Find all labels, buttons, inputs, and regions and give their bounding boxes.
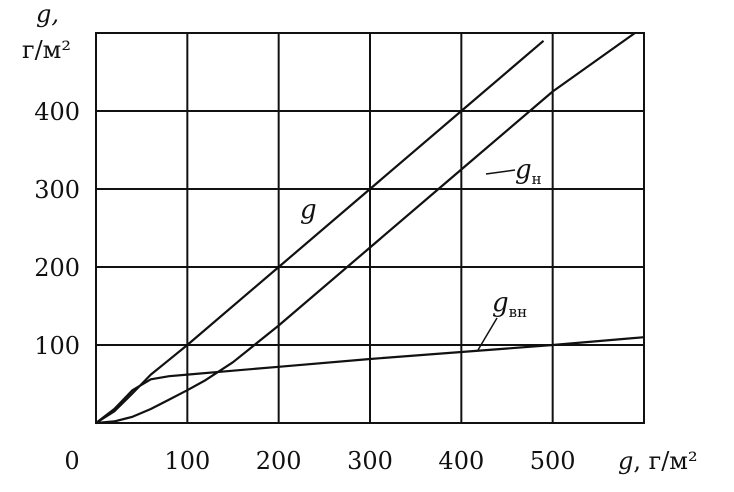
x-axis-label: g, г/м² (618, 447, 698, 475)
series-line-2 (95, 32, 636, 425)
series-lines (95, 32, 645, 425)
series-line-3 (95, 336, 645, 424)
x-axis-label-symbol: g (618, 447, 633, 475)
series-label-1: g (300, 195, 317, 225)
x-tick-label-100: 100 (164, 447, 210, 475)
series-labels: g gн gвн (300, 155, 542, 351)
y-axis-label-symbol: g, (36, 0, 59, 28)
series-line-1 (95, 39, 545, 424)
x-tick-label-500: 500 (530, 447, 576, 475)
y-tick-label-400: 400 (34, 98, 80, 126)
x-tick-label-300: 300 (347, 447, 393, 475)
grid (96, 33, 644, 423)
y-tick-label-200: 200 (34, 254, 80, 282)
x-axis-label-unit: , г/м² (633, 447, 697, 475)
x-tick-label-200: 200 (256, 447, 302, 475)
series-label-2: gн (515, 155, 542, 188)
plot-frame (95, 32, 645, 424)
series-label-3: gвн (492, 288, 527, 321)
y-axis-label-unit: г/м² (22, 36, 71, 64)
series-label-leader-2 (485, 169, 516, 175)
y-tick-label-300: 300 (34, 176, 80, 204)
x-tick-label-400: 400 (438, 447, 484, 475)
x-tick-label-0: 0 (64, 447, 79, 475)
series-label-leader-3 (477, 317, 498, 351)
tick-labels: 0 100 200 300 400 500 100 200 300 400 (34, 98, 575, 475)
y-tick-label-100: 100 (34, 332, 80, 360)
